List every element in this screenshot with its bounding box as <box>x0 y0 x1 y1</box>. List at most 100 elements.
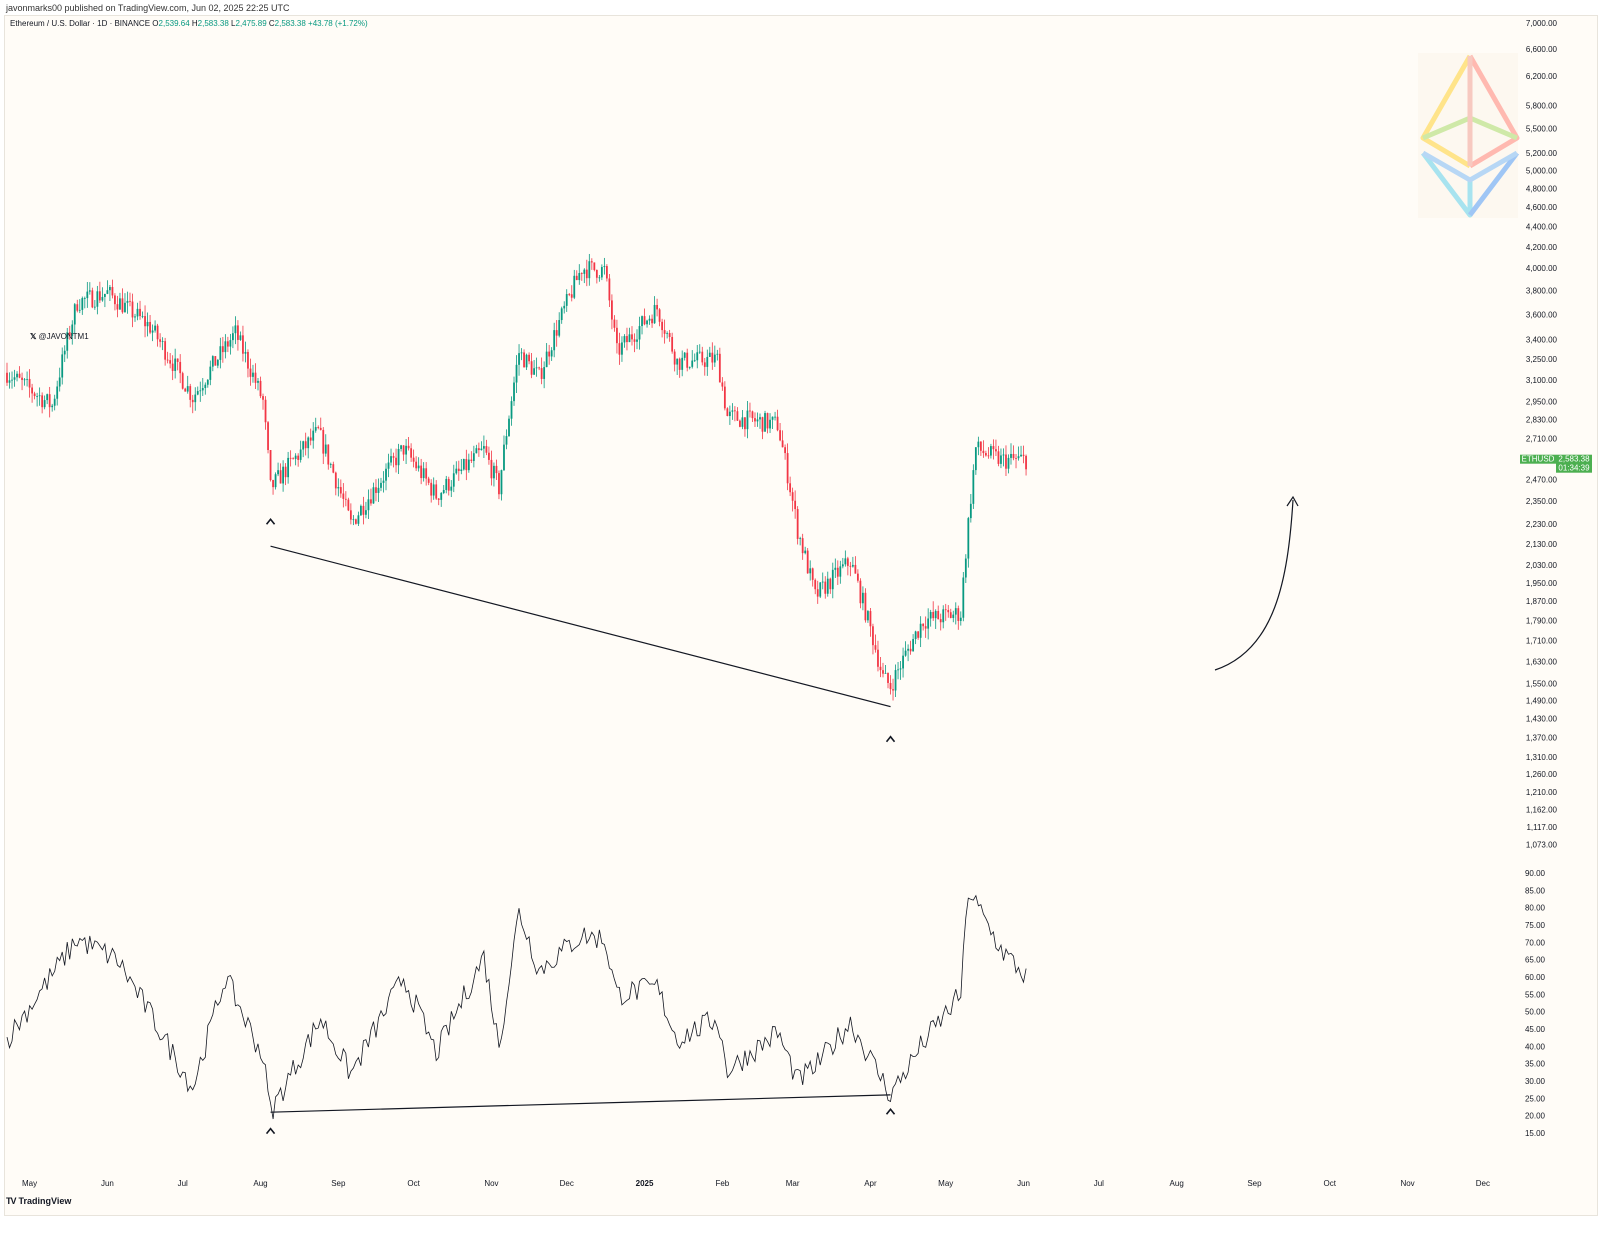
chart-frame[interactable] <box>4 15 1598 1216</box>
candle-body <box>462 459 465 470</box>
price-tick-label: 1,710.00 <box>1526 636 1558 645</box>
legend-low-label: L <box>231 19 236 28</box>
candle-body <box>144 316 146 327</box>
candle-body <box>314 427 317 431</box>
candle-body <box>214 356 217 366</box>
candle-body <box>470 459 473 461</box>
candle-body <box>716 353 719 355</box>
candle-body <box>859 580 862 604</box>
candle-body <box>784 447 786 454</box>
price-tick-label: 1,370.00 <box>1526 733 1558 742</box>
candle-body <box>199 390 202 392</box>
candle-body <box>982 450 985 454</box>
candle-body <box>472 453 475 461</box>
logo-stroke-blue <box>1468 151 1519 217</box>
time-tick-label: Aug <box>253 1179 267 1188</box>
candle-body <box>327 444 330 465</box>
price-tick-label: 2,350.00 <box>1526 497 1558 506</box>
candle-body <box>1022 454 1025 456</box>
candle-body <box>726 408 729 417</box>
legend-high-label: H <box>191 19 198 28</box>
candle-body <box>81 298 84 310</box>
candle-body <box>86 291 89 299</box>
candle-body <box>427 478 430 483</box>
candle-body <box>590 261 593 263</box>
candle-body <box>1007 457 1010 469</box>
time-tick-label: May <box>938 1179 953 1188</box>
candle-body <box>317 427 320 428</box>
candle-body <box>495 465 498 474</box>
candle-body <box>711 352 714 363</box>
candle-body <box>676 358 679 365</box>
oscillator-trendline <box>270 1094 891 1113</box>
candle-body <box>666 333 669 334</box>
candle-body <box>247 351 249 369</box>
candle-body <box>638 326 641 340</box>
candle-body <box>101 296 104 301</box>
candle-body <box>887 672 889 683</box>
candle-body <box>990 446 992 456</box>
candle-body <box>603 266 606 268</box>
candle-body <box>21 377 23 380</box>
oscillator-tick-label: 65.00 <box>1525 956 1546 965</box>
candle-body <box>518 353 520 365</box>
candle-body <box>480 448 483 451</box>
oscillator-tick-label: 25.00 <box>1525 1094 1546 1103</box>
candle-body <box>8 380 11 383</box>
candle-body <box>109 287 111 291</box>
candle-body <box>129 300 131 302</box>
candle-body <box>924 626 927 629</box>
candle-body <box>972 470 975 504</box>
price-axis: 7,000.00 6,600.00 6,200.00 5,800.00 5,500.00… <box>1526 19 1558 850</box>
candle-body <box>636 339 638 342</box>
price-tick-label: 2,030.00 <box>1526 561 1558 570</box>
candle-body <box>191 399 194 403</box>
candle-body <box>565 294 568 306</box>
candle-body <box>96 291 99 307</box>
candle-body <box>548 351 551 357</box>
candle-body <box>897 669 899 671</box>
candle-body <box>417 465 420 469</box>
candle-body <box>68 332 71 336</box>
time-tick-label: Jul <box>178 1179 188 1188</box>
tradingview-footer[interactable]: TV TradingView <box>6 1196 71 1206</box>
logo-stroke-lightblue <box>1421 150 1519 183</box>
price-tick-label: 3,400.00 <box>1526 335 1558 344</box>
candle-body <box>465 459 468 471</box>
candle-body <box>580 273 583 274</box>
candle-body <box>643 316 646 325</box>
publisher-line: javonmarks00 published on TradingView.co… <box>6 3 290 13</box>
candle-body <box>952 614 955 618</box>
candle-body <box>673 351 676 365</box>
candle-body <box>435 484 438 499</box>
candle-body <box>209 366 212 380</box>
candle-body <box>1000 455 1002 464</box>
candle-body <box>912 639 915 652</box>
candle-body <box>902 655 904 669</box>
candle-body <box>460 469 463 472</box>
candle-body <box>723 386 726 409</box>
candle-body <box>894 670 897 691</box>
candle-body <box>585 269 588 279</box>
candle-body <box>703 362 706 367</box>
oscillator-tick-label: 80.00 <box>1525 904 1546 913</box>
candle-body <box>114 295 116 305</box>
candle-body <box>206 379 209 385</box>
projection-arrow <box>1214 499 1294 671</box>
price-tick-label: 2,130.00 <box>1526 540 1558 549</box>
time-tick-label: Mar <box>786 1179 800 1188</box>
candle-body <box>176 358 179 362</box>
tag-symbol-box <box>1520 454 1556 464</box>
candle-body <box>1005 454 1007 469</box>
candle-body <box>447 478 450 491</box>
candle-body <box>360 505 362 516</box>
candle-body <box>626 336 628 343</box>
candle-body <box>269 450 272 481</box>
candle-body <box>322 429 325 454</box>
candle-body <box>232 333 234 341</box>
candle-body <box>477 448 480 451</box>
candle-body <box>882 670 884 674</box>
candle-body <box>851 564 854 567</box>
candle-body <box>508 418 510 437</box>
